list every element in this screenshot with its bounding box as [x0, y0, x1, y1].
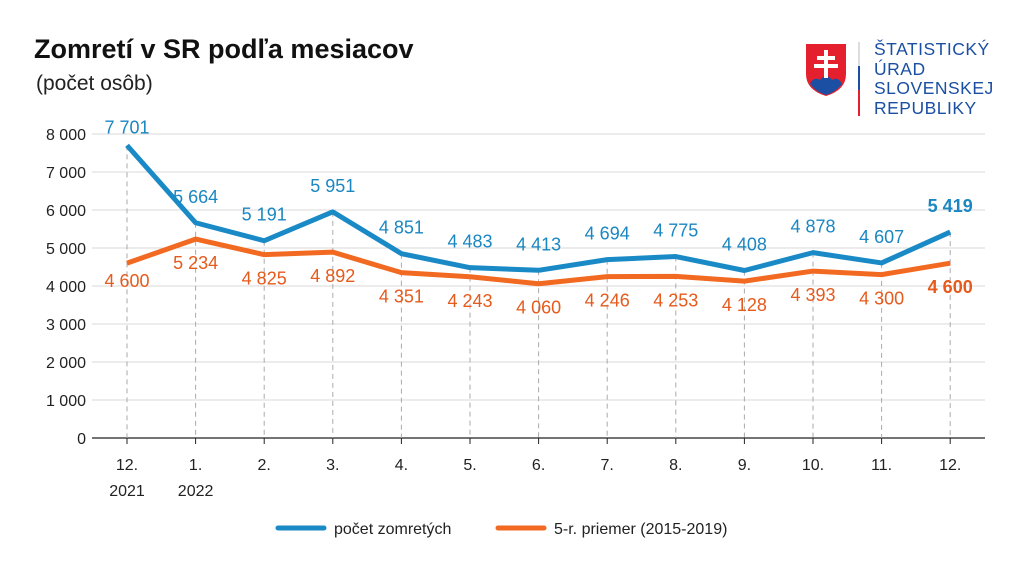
logo-text: ŠTATISTICKÝ ÚRAD SLOVENSKEJ REPUBLIKY	[874, 39, 994, 118]
data-label: 4 775	[653, 221, 698, 241]
data-label: 4 300	[859, 289, 904, 309]
y-tick-label: 7 000	[46, 165, 86, 182]
x-tick-label: 6.	[532, 457, 545, 474]
logo-line: REPUBLIKY	[874, 97, 977, 118]
x-tick-label: 11.	[871, 457, 892, 474]
chart-title: Zomretí v SR podľa mesiacov	[34, 34, 414, 64]
series-line-deaths	[125, 143, 952, 273]
y-tick-label: 6 000	[46, 203, 86, 220]
data-label: 5 191	[242, 205, 287, 225]
x-tick-label-year: 2021	[109, 483, 145, 500]
data-label: 4 878	[790, 217, 835, 237]
y-tick-label: 4 000	[46, 279, 86, 296]
x-tick-label: 12.	[116, 457, 138, 474]
statistical-office-logo: ŠTATISTICKÝ ÚRAD SLOVENSKEJ REPUBLIKY	[804, 39, 1004, 120]
data-label: 5 419	[928, 196, 973, 216]
y-tick-label: 2 000	[46, 355, 86, 372]
data-label: 4 600	[928, 277, 973, 297]
y-tick-label: 8 000	[46, 127, 86, 144]
x-tick-label: 5.	[463, 457, 476, 474]
data-label: 4 825	[242, 269, 287, 289]
data-label: 4 408	[722, 234, 767, 254]
logo-line: ŠTATISTICKÝ	[874, 39, 990, 59]
data-label: 4 413	[516, 234, 561, 254]
x-tick-label: 2.	[258, 457, 271, 474]
data-label: 4 246	[585, 291, 630, 311]
x-tick-label: 7.	[601, 457, 614, 474]
logo-line: ÚRAD	[874, 58, 926, 79]
data-label: 7 701	[104, 117, 149, 137]
data-label: 5 664	[173, 187, 218, 207]
data-label: 4 128	[722, 295, 767, 315]
logo-line: SLOVENSKEJ	[874, 78, 994, 98]
data-label: 4 607	[859, 227, 904, 247]
data-label: 4 600	[104, 271, 149, 291]
data-label: 4 253	[653, 290, 698, 310]
chart-subtitle: (počet osôb)	[36, 72, 153, 95]
x-tick-label: 12.	[939, 457, 961, 474]
x-tick-label: 9.	[738, 457, 751, 474]
legend-label: 5-r. priemer (2015-2019)	[554, 521, 727, 538]
data-label: 4 243	[447, 291, 492, 311]
data-label: 4 060	[516, 298, 561, 318]
x-tick-label-year: 2022	[178, 483, 214, 500]
x-tick-label: 10.	[802, 457, 824, 474]
y-tick-label: 3 000	[46, 317, 86, 334]
data-label: 4 483	[447, 232, 492, 252]
y-tick-label: 0	[77, 431, 86, 448]
data-label: 4 694	[585, 224, 630, 244]
x-tick-label: 1.	[189, 457, 202, 474]
x-tick-label: 8.	[669, 457, 682, 474]
data-label: 4 393	[790, 285, 835, 305]
y-tick-label: 1 000	[46, 393, 86, 410]
data-label: 5 951	[310, 176, 355, 196]
series-line-average	[126, 236, 951, 287]
x-tick-label: 3.	[326, 457, 339, 474]
y-tick-label: 5 000	[46, 241, 86, 258]
data-label: 5 234	[173, 253, 218, 273]
x-tick-label: 4.	[395, 457, 408, 474]
legend-label: počet zomretých	[334, 521, 451, 538]
data-label: 4 851	[379, 218, 424, 238]
data-label: 4 892	[310, 266, 355, 286]
slovak-coat-of-arms-icon	[806, 42, 860, 116]
data-label: 4 351	[379, 287, 424, 307]
